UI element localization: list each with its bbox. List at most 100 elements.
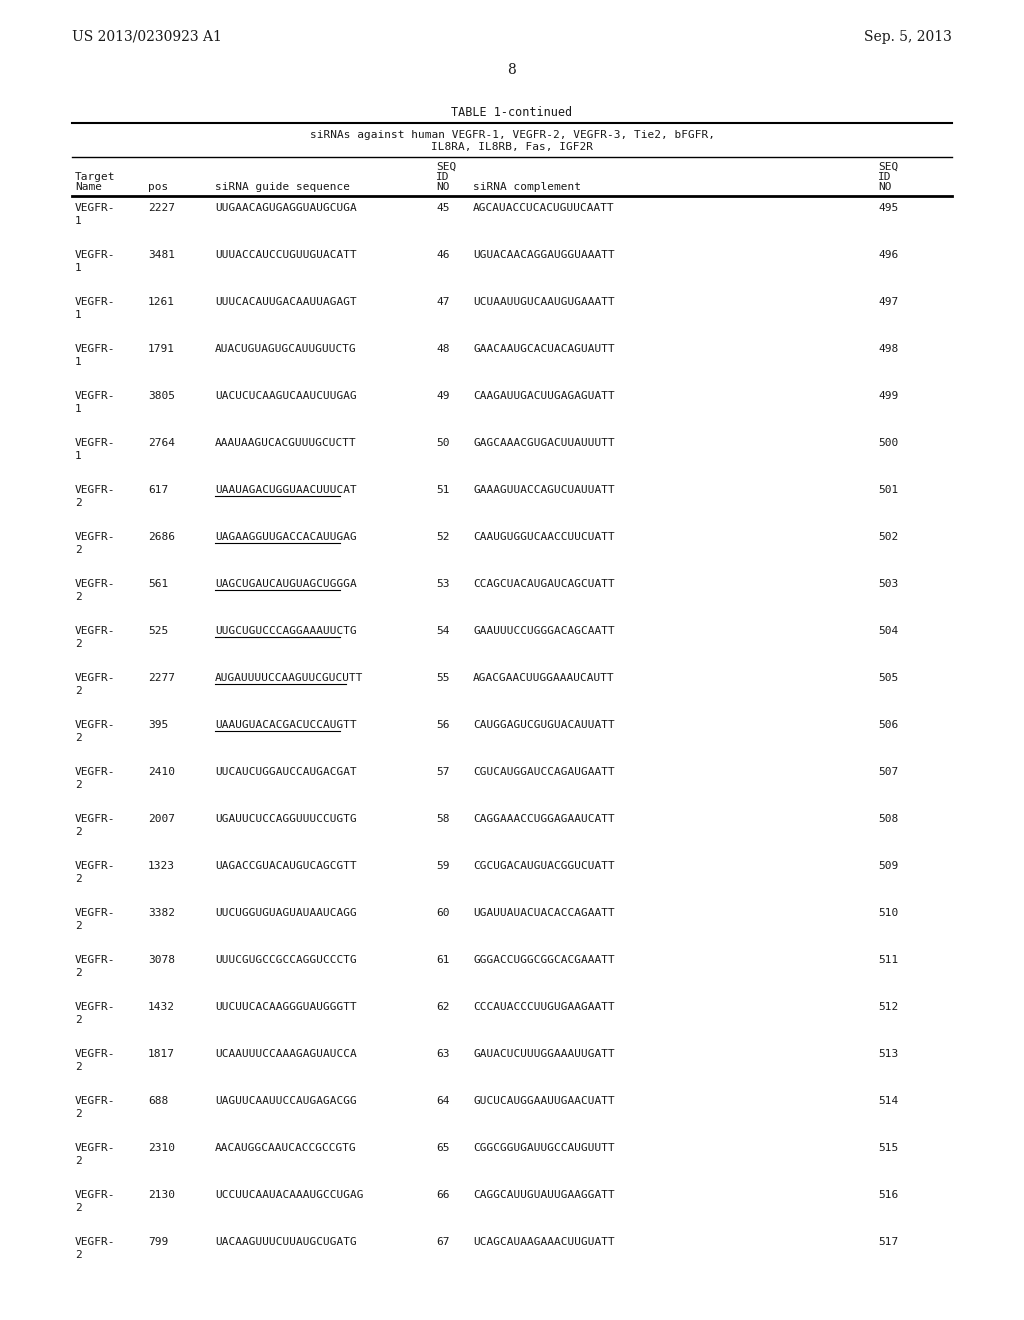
Text: 51: 51 bbox=[436, 484, 450, 495]
Text: siRNAs against human VEGFR-1, VEGFR-2, VEGFR-3, Tie2, bFGFR,: siRNAs against human VEGFR-1, VEGFR-2, V… bbox=[309, 129, 715, 140]
Text: 2: 2 bbox=[75, 686, 82, 696]
Text: 66: 66 bbox=[436, 1191, 450, 1200]
Text: 3481: 3481 bbox=[148, 249, 175, 260]
Text: Name: Name bbox=[75, 182, 102, 191]
Text: 2: 2 bbox=[75, 639, 82, 649]
Text: UCCUUCAAUACAAAUGCCUGAG: UCCUUCAAUACAAAUGCCUGAG bbox=[215, 1191, 364, 1200]
Text: 2: 2 bbox=[75, 1156, 82, 1166]
Text: 60: 60 bbox=[436, 908, 450, 917]
Text: 2: 2 bbox=[75, 1109, 82, 1119]
Text: CCAGCUACAUGAUCAGCUATT: CCAGCUACAUGAUCAGCUATT bbox=[473, 579, 614, 589]
Text: 1: 1 bbox=[75, 356, 82, 367]
Text: 3382: 3382 bbox=[148, 908, 175, 917]
Text: UGUACAACAGGAUGGUAAATT: UGUACAACAGGAUGGUAAATT bbox=[473, 249, 614, 260]
Text: 2: 2 bbox=[75, 1250, 82, 1261]
Text: GUCUCAUGGAAUUGAACUATT: GUCUCAUGGAAUUGAACUATT bbox=[473, 1096, 614, 1106]
Text: siRNA guide sequence: siRNA guide sequence bbox=[215, 182, 350, 191]
Text: siRNA complement: siRNA complement bbox=[473, 182, 581, 191]
Text: 513: 513 bbox=[878, 1049, 898, 1059]
Text: 53: 53 bbox=[436, 579, 450, 589]
Text: VEGFR-: VEGFR- bbox=[75, 391, 116, 401]
Text: 3078: 3078 bbox=[148, 954, 175, 965]
Text: SEQ: SEQ bbox=[436, 162, 457, 172]
Text: 47: 47 bbox=[436, 297, 450, 308]
Text: AGACGAACUUGGAAAUCAUTT: AGACGAACUUGGAAAUCAUTT bbox=[473, 673, 614, 682]
Text: 1817: 1817 bbox=[148, 1049, 175, 1059]
Text: 8: 8 bbox=[508, 63, 516, 77]
Text: 63: 63 bbox=[436, 1049, 450, 1059]
Text: UUGCUGUCCCAGGAAAUUCTG: UUGCUGUCCCAGGAAAUUCTG bbox=[215, 626, 356, 636]
Text: CGUCAUGGAUCCAGAUGAATT: CGUCAUGGAUCCAGAUGAATT bbox=[473, 767, 614, 777]
Text: VEGFR-: VEGFR- bbox=[75, 345, 116, 354]
Text: 61: 61 bbox=[436, 954, 450, 965]
Text: GGGACCUGGCGGCACGAAATT: GGGACCUGGCGGCACGAAATT bbox=[473, 954, 614, 965]
Text: UAGCUGAUCAUGUAGCUGGGA: UAGCUGAUCAUGUAGCUGGGA bbox=[215, 579, 356, 589]
Text: UAGAAGGUUGACCACAUUGAG: UAGAAGGUUGACCACAUUGAG bbox=[215, 532, 356, 543]
Text: 2686: 2686 bbox=[148, 532, 175, 543]
Text: UAAUGUACACGACUCCAUGTT: UAAUGUACACGACUCCAUGTT bbox=[215, 719, 356, 730]
Text: CCCAUACCCUUGUGAAGAATT: CCCAUACCCUUGUGAAGAATT bbox=[473, 1002, 614, 1012]
Text: 2: 2 bbox=[75, 921, 82, 931]
Text: 49: 49 bbox=[436, 391, 450, 401]
Text: GAAAGUUACCAGUCUAUUATT: GAAAGUUACCAGUCUAUUATT bbox=[473, 484, 614, 495]
Text: 505: 505 bbox=[878, 673, 898, 682]
Text: 561: 561 bbox=[148, 579, 168, 589]
Text: 48: 48 bbox=[436, 345, 450, 354]
Text: VEGFR-: VEGFR- bbox=[75, 1191, 116, 1200]
Text: 67: 67 bbox=[436, 1237, 450, 1247]
Text: 2: 2 bbox=[75, 591, 82, 602]
Text: NO: NO bbox=[878, 182, 892, 191]
Text: VEGFR-: VEGFR- bbox=[75, 954, 116, 965]
Text: 2: 2 bbox=[75, 874, 82, 884]
Text: UCAAUUUCCAAAGAGUAUCCA: UCAAUUUCCAAAGAGUAUCCA bbox=[215, 1049, 356, 1059]
Text: US 2013/0230923 A1: US 2013/0230923 A1 bbox=[72, 30, 222, 44]
Text: 54: 54 bbox=[436, 626, 450, 636]
Text: 2227: 2227 bbox=[148, 203, 175, 213]
Text: UUCUUCACAAGGGUAUGGGTT: UUCUUCACAAGGGUAUGGGTT bbox=[215, 1002, 356, 1012]
Text: 2: 2 bbox=[75, 828, 82, 837]
Text: VEGFR-: VEGFR- bbox=[75, 1049, 116, 1059]
Text: 1791: 1791 bbox=[148, 345, 175, 354]
Text: TABLE 1-continued: TABLE 1-continued bbox=[452, 107, 572, 120]
Text: UGAUUCUCCAGGUUUCCUGTG: UGAUUCUCCAGGUUUCCUGTG bbox=[215, 814, 356, 824]
Text: 2: 2 bbox=[75, 1063, 82, 1072]
Text: SEQ: SEQ bbox=[878, 162, 898, 172]
Text: UUCAUCUGGAUCCAUGACGAT: UUCAUCUGGAUCCAUGACGAT bbox=[215, 767, 356, 777]
Text: NO: NO bbox=[436, 182, 450, 191]
Text: 3805: 3805 bbox=[148, 391, 175, 401]
Text: 499: 499 bbox=[878, 391, 898, 401]
Text: 1: 1 bbox=[75, 263, 82, 273]
Text: 1: 1 bbox=[75, 216, 82, 226]
Text: 2: 2 bbox=[75, 1203, 82, 1213]
Text: VEGFR-: VEGFR- bbox=[75, 579, 116, 589]
Text: 1323: 1323 bbox=[148, 861, 175, 871]
Text: 2: 2 bbox=[75, 498, 82, 508]
Text: UAAUAGACUGGUAACUUUCAT: UAAUAGACUGGUAACUUUCAT bbox=[215, 484, 356, 495]
Text: 502: 502 bbox=[878, 532, 898, 543]
Text: 515: 515 bbox=[878, 1143, 898, 1152]
Text: 2277: 2277 bbox=[148, 673, 175, 682]
Text: 500: 500 bbox=[878, 438, 898, 447]
Text: 2007: 2007 bbox=[148, 814, 175, 824]
Text: VEGFR-: VEGFR- bbox=[75, 297, 116, 308]
Text: 65: 65 bbox=[436, 1143, 450, 1152]
Text: UACAAGUUUCUUAUGCUGATG: UACAAGUUUCUUAUGCUGATG bbox=[215, 1237, 356, 1247]
Text: CAAGAUUGACUUGAGAGUATT: CAAGAUUGACUUGAGAGUATT bbox=[473, 391, 614, 401]
Text: CAGGCAUUGUAUUGAAGGATT: CAGGCAUUGUAUUGAAGGATT bbox=[473, 1191, 614, 1200]
Text: GAAUUUCCUGGGACAGCAATT: GAAUUUCCUGGGACAGCAATT bbox=[473, 626, 614, 636]
Text: AGCAUACCUCACUGUUCAATT: AGCAUACCUCACUGUUCAATT bbox=[473, 203, 614, 213]
Text: 2310: 2310 bbox=[148, 1143, 175, 1152]
Text: 495: 495 bbox=[878, 203, 898, 213]
Text: 525: 525 bbox=[148, 626, 168, 636]
Text: 516: 516 bbox=[878, 1191, 898, 1200]
Text: GAGCAAACGUGACUUAUUUTT: GAGCAAACGUGACUUAUUUTT bbox=[473, 438, 614, 447]
Text: ID: ID bbox=[878, 172, 892, 182]
Text: 501: 501 bbox=[878, 484, 898, 495]
Text: 512: 512 bbox=[878, 1002, 898, 1012]
Text: VEGFR-: VEGFR- bbox=[75, 626, 116, 636]
Text: 45: 45 bbox=[436, 203, 450, 213]
Text: 2764: 2764 bbox=[148, 438, 175, 447]
Text: UUCUGGUGUAGUAUAAUCAGG: UUCUGGUGUAGUAUAAUCAGG bbox=[215, 908, 356, 917]
Text: 2: 2 bbox=[75, 1015, 82, 1026]
Text: VEGFR-: VEGFR- bbox=[75, 249, 116, 260]
